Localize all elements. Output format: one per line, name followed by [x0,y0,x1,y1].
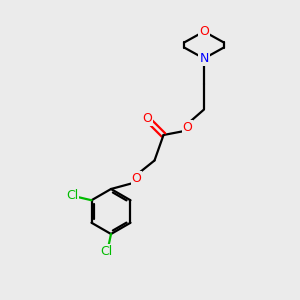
Text: N: N [199,52,209,65]
Text: O: O [183,121,192,134]
Text: O: O [142,112,152,125]
Text: Cl: Cl [100,245,112,259]
Text: Cl: Cl [66,189,78,202]
Text: O: O [199,25,209,38]
Text: O: O [132,172,141,185]
